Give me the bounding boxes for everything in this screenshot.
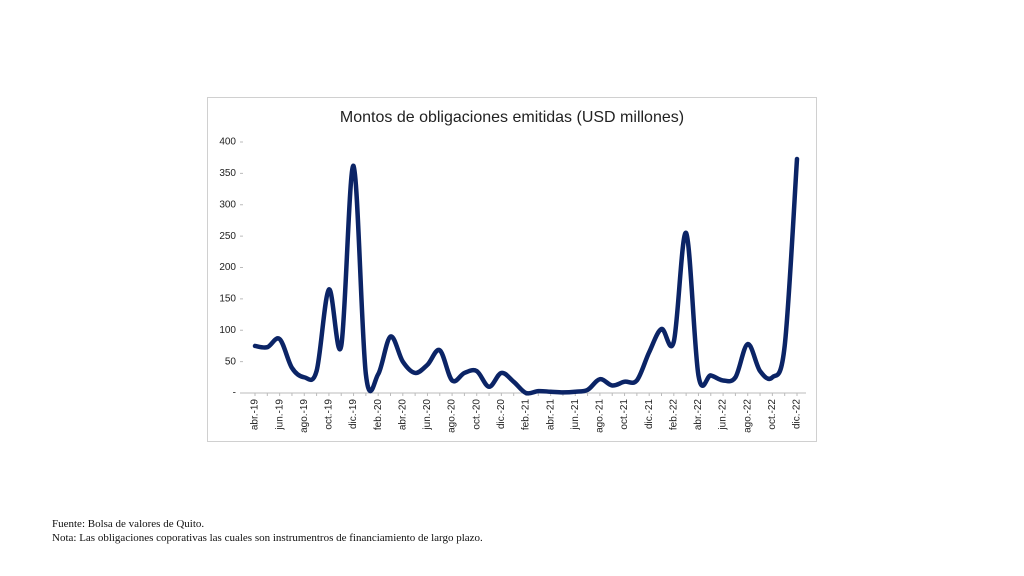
- y-tick-label: 200: [219, 262, 236, 273]
- x-tick-label: oct.-19: [324, 399, 335, 430]
- chart-frame: [207, 97, 817, 442]
- y-tick-label: 400: [219, 137, 236, 148]
- x-tick-label: oct.-21: [619, 399, 630, 430]
- x-tick-label: feb.-22: [668, 399, 679, 431]
- x-tick-label: dic.-20: [496, 399, 507, 429]
- chart-title: Montos de obligaciones emitidas (USD mil…: [340, 109, 684, 126]
- x-tick-label: jun.-19: [274, 399, 285, 431]
- x-tick-label: ago.-21: [595, 399, 606, 433]
- x-tick-label: abr.-20: [397, 399, 408, 431]
- x-tick-label: jun.-22: [718, 399, 729, 431]
- x-tick-label: abr.-21: [545, 399, 556, 431]
- footnote: Nota: Las obligaciones coporativas las c…: [52, 532, 483, 544]
- x-tick-label: feb.-20: [373, 399, 384, 431]
- x-tick-label: oct.-20: [471, 399, 482, 430]
- y-tick-label: 100: [219, 325, 236, 336]
- x-tick-label: oct.-22: [767, 399, 778, 430]
- x-tick-label: dic.-21: [644, 399, 655, 429]
- y-tick-label: 250: [219, 231, 236, 242]
- x-tick-label: abr.-22: [693, 399, 704, 431]
- x-tick-label: abr.-19: [250, 399, 261, 431]
- x-tick-label: jun.-20: [422, 399, 433, 431]
- x-tick-label: ago.-20: [447, 399, 458, 433]
- x-tick-label: ago.-19: [299, 399, 310, 433]
- y-tick-label: 350: [219, 168, 236, 179]
- x-tick-label: dic.-22: [792, 399, 803, 429]
- y-tick-label: 50: [225, 356, 237, 367]
- x-tick-label: feb.-21: [521, 399, 532, 431]
- y-tick-label: -: [233, 388, 236, 399]
- x-tick-label: jun.-21: [570, 399, 581, 431]
- x-tick-label: dic.-19: [348, 399, 359, 429]
- y-tick-label: 150: [219, 294, 236, 305]
- data-line: [252, 156, 800, 396]
- source-note: Fuente: Bolsa de valores de Quito.: [52, 518, 205, 530]
- y-tick-label: 300: [219, 199, 236, 210]
- x-tick-label: ago.-22: [742, 399, 753, 433]
